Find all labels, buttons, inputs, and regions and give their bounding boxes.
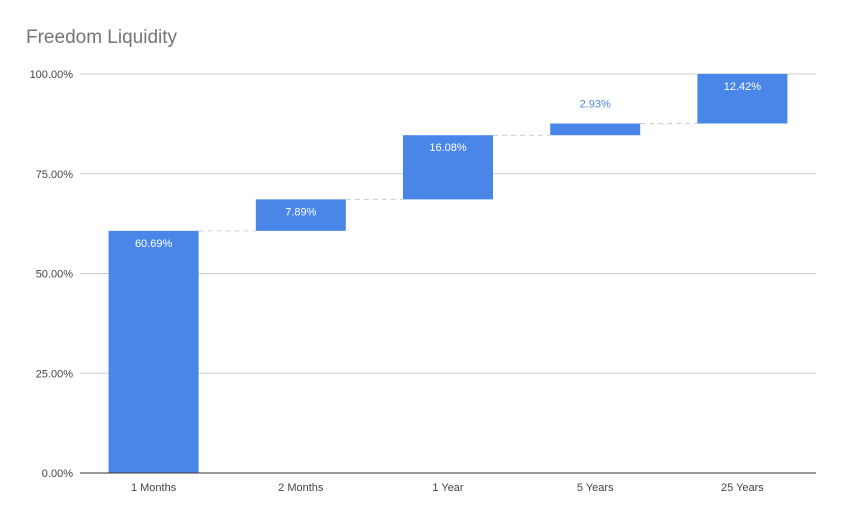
bar — [108, 230, 199, 473]
bar — [550, 123, 641, 136]
x-axis-ticks: 1 Months 2 Months 1 Year 5 Years 25 Years — [131, 482, 764, 494]
y-tick-label: 25.00% — [36, 368, 74, 380]
bar — [403, 135, 493, 200]
y-tick-label: 75.00% — [36, 169, 74, 181]
connectors — [198, 123, 698, 232]
x-tick-label: 5 Years — [577, 482, 614, 494]
data-labels: 60.69% 7.89% 16.08% 2.93% 12.42% — [135, 81, 761, 250]
y-tick-label: 100.00% — [30, 69, 74, 81]
data-label: 7.89% — [285, 206, 316, 218]
x-tick-label: 2 Months — [278, 482, 324, 494]
x-tick-label: 1 Months — [131, 482, 177, 494]
chart-title: Freedom Liquidity — [26, 27, 178, 48]
data-label: 12.42% — [724, 81, 762, 93]
y-tick-label: 50.00% — [36, 269, 74, 281]
x-tick-label: 1 Year — [432, 482, 464, 494]
data-label: 16.08% — [429, 142, 467, 154]
data-label: 60.69% — [135, 238, 173, 250]
y-tick-label: 0.00% — [42, 468, 73, 480]
x-tick-label: 25 Years — [721, 482, 764, 494]
y-axis-ticks: 0.00% 25.00% 50.00% 75.00% 100.00% — [30, 69, 74, 480]
data-label: 2.93% — [580, 99, 611, 111]
bar — [697, 73, 788, 124]
bar — [255, 199, 346, 231]
bars — [108, 73, 788, 473]
